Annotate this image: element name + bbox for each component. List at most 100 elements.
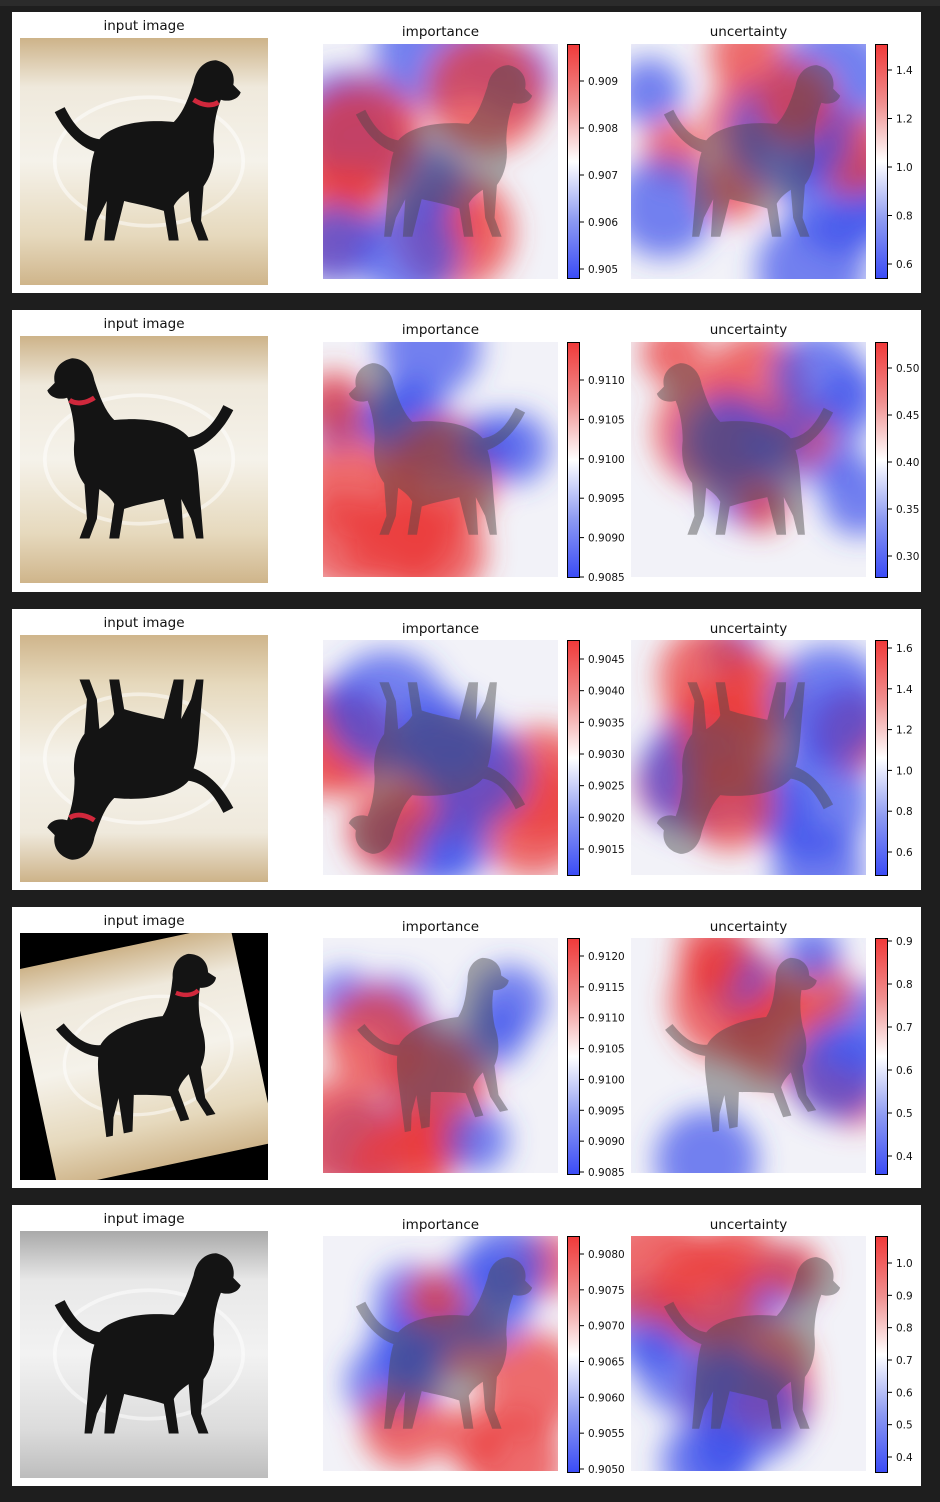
importance-tick-label: 0.9090 (588, 533, 625, 545)
importance-title: importance (401, 621, 480, 637)
input-image-title: input image (103, 1211, 185, 1227)
importance-tick-label: 0.9120 (588, 951, 625, 963)
uncertainty-tick-label: 1.4 (896, 65, 913, 77)
importance-tick-label: 0.906 (588, 217, 618, 229)
uncertainty-tick-label: 1.4 (896, 684, 913, 696)
importance-tick-label: 0.909 (588, 76, 618, 88)
uncertainty-colorbar (875, 44, 888, 279)
importance-tick-label: 0.9075 (588, 1285, 625, 1297)
uncertainty-tick-label: 0.7 (896, 1355, 913, 1367)
importance-tick-label: 0.9090 (588, 1136, 625, 1148)
importance-heatmap (323, 342, 558, 577)
input-image (20, 1231, 268, 1478)
importance-heatmap (323, 640, 558, 875)
importance-heatmap (323, 1236, 558, 1471)
uncertainty-heatmap (631, 342, 866, 577)
input-image-title: input image (103, 615, 185, 631)
uncertainty-tick-label: 0.5 (896, 1420, 913, 1432)
importance-title: importance (401, 24, 480, 40)
importance-colorbar-ticks: 0.905 0.906 0.907 0.908 0.909 (580, 76, 618, 276)
top-edge (0, 0, 940, 6)
dog-silhouette (54, 1253, 241, 1434)
uncertainty-tick-label: 0.4 (896, 1452, 913, 1464)
uncertainty-tick-label: 1.2 (896, 114, 913, 126)
uncertainty-tick-label: 0.6 (896, 847, 913, 859)
uncertainty-tick-label: 0.30 (896, 551, 919, 563)
uncertainty-heatmap (631, 938, 866, 1173)
uncertainty-heatmap (631, 1236, 866, 1471)
importance-tick-label: 0.9085 (588, 1167, 625, 1179)
importance-tick-label: 0.9055 (588, 1428, 625, 1440)
uncertainty-title: uncertainty (709, 24, 788, 40)
uncertainty-tick-label: 0.6 (896, 1387, 913, 1399)
importance-colorbar (567, 1236, 580, 1473)
uncertainty-colorbar-ticks: 0.6 0.8 1.0 1.2 1.4 (888, 65, 913, 271)
uncertainty-colorbar (875, 342, 888, 578)
dog-silhouette (47, 358, 234, 539)
importance-tick-label: 0.9095 (588, 1105, 625, 1117)
uncertainty-tick-label: 0.40 (896, 457, 919, 469)
uncertainty-tick-label: 1.6 (896, 643, 913, 655)
importance-tick-label: 0.9100 (588, 1074, 625, 1086)
input-image (20, 336, 268, 583)
uncertainty-tick-label: 0.9 (896, 1290, 913, 1302)
uncertainty-tick-label: 0.35 (896, 504, 919, 516)
uncertainty-tick-label: 0.4 (896, 1151, 913, 1163)
importance-tick-label: 0.9020 (588, 812, 625, 824)
uncertainty-title: uncertainty (709, 322, 788, 338)
uncertainty-tick-label: 0.6 (896, 259, 913, 271)
uncertainty-tick-label: 1.0 (896, 1258, 913, 1270)
importance-tick-label: 0.9030 (588, 749, 625, 761)
uncertainty-colorbar (875, 640, 888, 876)
importance-tick-label: 0.9050 (588, 1464, 625, 1476)
uncertainty-tick-label: 1.2 (896, 725, 913, 737)
importance-tick-label: 0.9115 (588, 982, 625, 994)
importance-colorbar-ticks: 0.9050 0.9055 0.9060 0.9065 0.9070 0.9075 0.90… (580, 1249, 625, 1476)
dog-silhouette (55, 953, 217, 1138)
importance-tick-label: 0.9105 (588, 414, 625, 426)
importance-tick-label: 0.9095 (588, 493, 625, 505)
input-image (20, 635, 268, 882)
uncertainty-colorbar (875, 1236, 888, 1473)
uncertainty-colorbar-ticks: 0.4 0.5 0.6 0.7 0.8 0.9 1.0 (888, 1258, 913, 1464)
uncertainty-colorbar-ticks: 0.4 0.5 0.6 0.7 0.8 0.9 (888, 936, 913, 1163)
importance-tick-label: 0.9035 (588, 717, 625, 729)
importance-tick-label: 0.9085 (588, 572, 625, 584)
importance-tick-label: 0.9070 (588, 1321, 625, 1333)
uncertainty-tick-label: 0.9 (896, 936, 913, 948)
uncertainty-tick-label: 0.5 (896, 1108, 913, 1120)
importance-tick-label: 0.9080 (588, 1249, 625, 1261)
uncertainty-tick-label: 1.0 (896, 765, 913, 777)
importance-colorbar-ticks: 0.9015 0.9020 0.9025 0.9030 0.9035 0.9040 0.90… (580, 654, 625, 856)
uncertainty-tick-label: 0.50 (896, 363, 919, 375)
importance-tick-label: 0.9045 (588, 654, 625, 666)
importance-tick-label: 0.9025 (588, 781, 625, 793)
input-image-title: input image (103, 18, 185, 34)
uncertainty-tick-label: 0.45 (896, 410, 919, 422)
importance-tick-label: 0.9065 (588, 1357, 625, 1369)
uncertainty-tick-label: 0.8 (896, 979, 913, 991)
importance-colorbar-ticks: 0.9085 0.9090 0.9095 0.9100 0.9105 0.9110 (580, 375, 625, 584)
importance-tick-label: 0.9100 (588, 454, 625, 466)
importance-colorbar (567, 640, 580, 876)
importance-title: importance (401, 1217, 480, 1233)
uncertainty-tick-label: 0.6 (896, 1065, 913, 1077)
importance-colorbar (567, 342, 580, 578)
uncertainty-colorbar-ticks: 0.6 0.8 1.0 1.2 1.4 1.6 (888, 643, 913, 859)
importance-tick-label: 0.9060 (588, 1392, 625, 1404)
uncertainty-title: uncertainty (709, 621, 788, 637)
uncertainty-tick-label: 0.7 (896, 1022, 913, 1034)
uncertainty-tick-label: 1.0 (896, 162, 913, 174)
importance-colorbar (567, 44, 580, 279)
dog-silhouette (54, 60, 241, 241)
input-image (20, 38, 268, 285)
importance-tick-label: 0.9110 (588, 375, 625, 387)
uncertainty-heatmap (631, 44, 866, 279)
importance-tick-label: 0.905 (588, 264, 618, 276)
importance-tick-label: 0.9110 (588, 1013, 625, 1025)
importance-colorbar-ticks: 0.9085 0.9090 0.9095 0.9100 0.9105 0.9110 0.91… (580, 951, 625, 1179)
importance-title: importance (401, 919, 480, 935)
dog-silhouette (47, 679, 234, 860)
uncertainty-heatmap (631, 640, 866, 875)
uncertainty-colorbar-ticks: 0.30 0.35 0.40 0.45 0.50 (888, 363, 919, 563)
